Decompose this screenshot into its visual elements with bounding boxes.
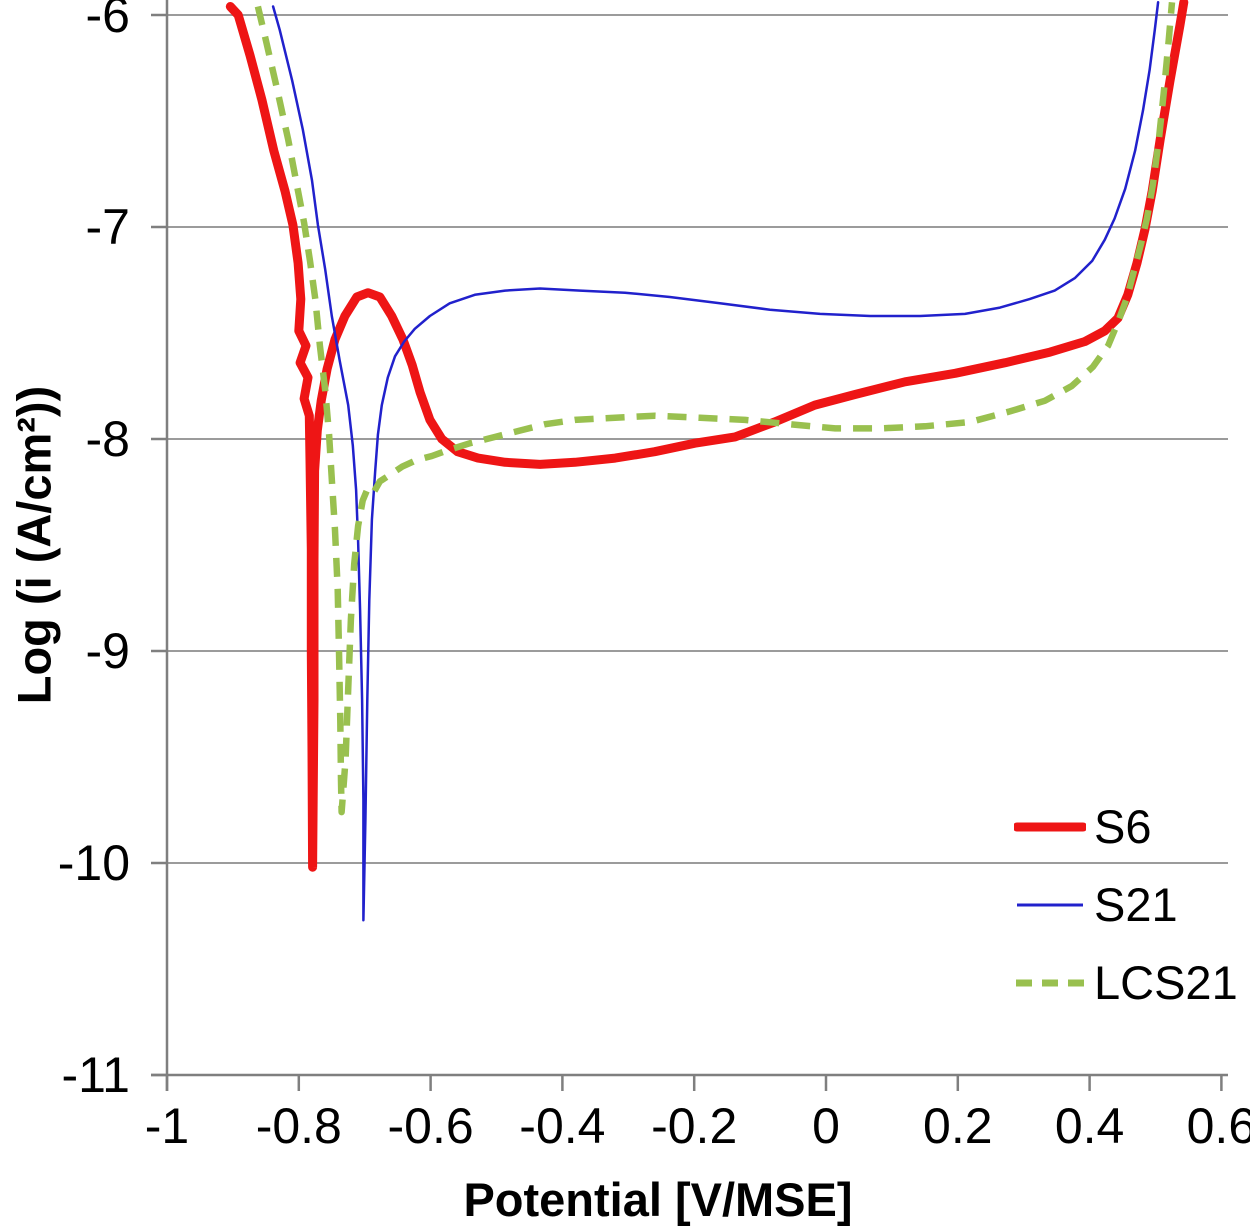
x-tick-label--0.4: -0.4 [519, 1098, 606, 1154]
legend-line-s6-icon [1014, 822, 1086, 832]
x-tick-label-0.6: 0.6 [1186, 1098, 1250, 1154]
y-tick-label--8: -8 [85, 411, 130, 467]
legend-label-s6: S6 [1094, 800, 1152, 853]
y-axis-title: Log (i (A/cm²)) [7, 385, 61, 705]
series-line-lcs21 [254, 2, 1176, 816]
y-tick-label--11: -11 [61, 1047, 130, 1103]
x-tick-label-0: 0 [812, 1098, 840, 1154]
y-tick-label--6: -6 [85, 0, 130, 43]
x-tick-label--0.6: -0.6 [387, 1098, 474, 1154]
legend-line-s21-icon [1017, 903, 1083, 907]
x-tick-label-0.2: 0.2 [923, 1098, 993, 1154]
legend-label-lcs21: LCS21 [1094, 956, 1238, 1009]
legend-line-lcs21-icon [1016, 979, 1084, 987]
y-tick-label--9: -9 [85, 623, 130, 679]
x-tick-label-0.4: 0.4 [1054, 1098, 1125, 1154]
y-tick-label--7: -7 [85, 199, 130, 255]
x-tick-label--1: -1 [144, 1098, 190, 1154]
series-line-s6 [225, 0, 1189, 872]
legend-item-s6: S6 [1014, 797, 1152, 857]
y-tick-label--10: -10 [57, 835, 130, 891]
legend-item-lcs21: LCS21 [1014, 953, 1238, 1013]
series-line-s21 [271, 1, 1160, 922]
x-axis-title: Potential [V/MSE] [463, 1173, 853, 1226]
x-tick-label--0.8: -0.8 [255, 1098, 342, 1154]
legend-label-s21: S21 [1094, 878, 1178, 931]
x-tick-label--0.2: -0.2 [651, 1098, 738, 1154]
legend-item-s21: S21 [1014, 875, 1178, 935]
